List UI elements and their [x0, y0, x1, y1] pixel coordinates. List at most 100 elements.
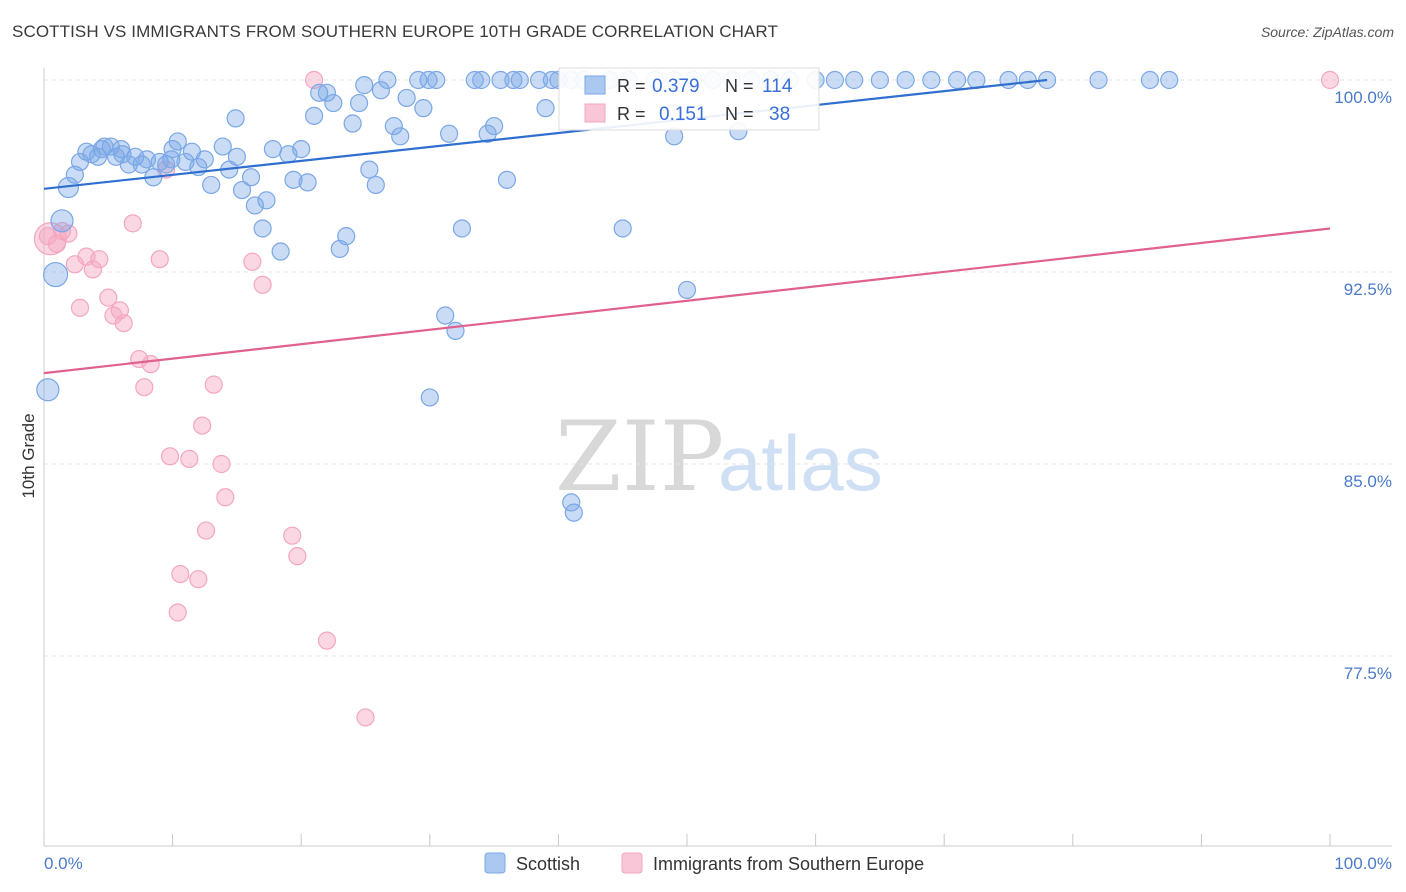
legend-label-scottish: Scottish	[516, 854, 580, 874]
stats-swatch-scottish	[584, 75, 606, 95]
point-scottish	[271, 242, 290, 261]
point-scottish	[112, 140, 131, 159]
stats-n-value-1: 114	[762, 76, 793, 97]
x-tick-label-max: 100.0%	[1334, 854, 1392, 873]
point-scottish	[304, 106, 324, 125]
point-southern-europe	[180, 449, 199, 468]
point-scottish	[366, 175, 385, 195]
point-scottish	[241, 168, 261, 187]
point-scottish	[409, 70, 428, 90]
point-scottish	[564, 503, 583, 522]
point-southern-europe	[288, 547, 307, 566]
legend-swatch-scottish	[484, 852, 506, 874]
point-scottish	[50, 209, 74, 233]
point-scottish	[613, 219, 632, 238]
point-southern-europe	[114, 314, 133, 333]
point-scottish	[298, 173, 317, 192]
point-scottish	[446, 321, 465, 340]
point-southern-europe	[189, 570, 208, 589]
point-southern-europe	[1320, 70, 1340, 90]
point-scottish	[263, 140, 283, 159]
y-axis-title: 10th Grade	[19, 413, 38, 498]
point-scottish	[420, 388, 439, 407]
x-ticks	[43, 834, 1331, 846]
point-scottish	[284, 170, 303, 189]
stats-r-label-1: R =	[617, 76, 646, 96]
point-southern-europe	[70, 298, 90, 317]
stats-r-value-2: 0.151	[659, 104, 707, 125]
point-scottish	[472, 70, 491, 90]
stats-n-value-2: 38	[769, 104, 790, 125]
point-scottish	[157, 155, 176, 174]
point-scottish	[292, 140, 311, 159]
point-scottish	[504, 70, 523, 90]
point-southern-europe	[123, 214, 142, 233]
y-tick-label: 92.5%	[1344, 280, 1392, 299]
point-scottish	[163, 140, 182, 159]
point-scottish	[999, 70, 1018, 90]
trendline-southern-europe	[43, 227, 1331, 375]
trendline-scottish	[43, 78, 1048, 190]
point-scottish	[213, 137, 232, 156]
point-southern-europe	[135, 378, 154, 397]
y-tick-label: 100.0%	[1334, 88, 1392, 107]
point-scottish	[226, 109, 245, 128]
stats-r-value-1: 0.379	[652, 76, 700, 97]
point-southern-europe	[216, 488, 235, 507]
point-scottish	[391, 127, 410, 146]
point-scottish	[355, 76, 374, 95]
watermark-atlas: atlas	[718, 419, 883, 507]
y-tick-label: 77.5%	[1344, 664, 1392, 683]
point-scottish	[465, 70, 484, 90]
point-scottish	[1018, 70, 1037, 90]
point-scottish	[439, 124, 459, 143]
point-southern-europe	[160, 447, 180, 466]
point-southern-europe	[141, 355, 160, 374]
point-southern-europe	[83, 260, 102, 279]
point-scottish	[1140, 70, 1160, 90]
point-scottish	[922, 70, 941, 90]
point-scottish	[349, 93, 369, 113]
x-tick-label-min: 0.0%	[44, 854, 83, 873]
stats-n-label-1: N =	[725, 76, 754, 96]
point-scottish	[371, 81, 391, 100]
point-scottish	[845, 70, 864, 90]
point-scottish	[397, 88, 416, 108]
point-southern-europe	[38, 227, 57, 246]
point-scottish	[510, 70, 529, 90]
point-scottish	[414, 99, 433, 118]
point-scottish	[491, 70, 510, 90]
point-southern-europe	[243, 252, 262, 271]
point-southern-europe	[212, 454, 231, 474]
point-scottish	[310, 83, 329, 102]
series-scottish-points	[36, 70, 1179, 522]
point-southern-europe	[196, 521, 216, 540]
point-scottish	[245, 196, 265, 215]
legend-label-southern-europe: Immigrants from Southern Europe	[653, 854, 924, 874]
point-scottish	[896, 70, 915, 90]
point-southern-europe	[356, 708, 375, 727]
stats-r-label-2: R =	[617, 104, 646, 124]
point-scottish	[452, 219, 472, 238]
point-scottish	[378, 70, 397, 90]
point-scottish	[253, 219, 272, 238]
bottom-legend: Scottish Immigrants from Southern Europe	[484, 852, 924, 874]
point-southern-europe	[90, 250, 109, 269]
point-scottish	[360, 160, 379, 179]
trendlines	[43, 78, 1331, 375]
point-southern-europe	[253, 275, 272, 294]
point-southern-europe	[168, 603, 187, 622]
point-scottish	[132, 155, 151, 174]
axes	[43, 68, 1392, 847]
point-scottish	[324, 93, 343, 113]
chart-title: SCOTTISH VS IMMIGRANTS FROM SOUTHERN EUR…	[12, 22, 778, 41]
point-southern-europe	[317, 631, 337, 650]
point-scottish	[317, 83, 337, 102]
point-southern-europe	[193, 416, 212, 435]
point-scottish	[36, 378, 60, 402]
legend-swatch-southern-europe	[621, 852, 643, 874]
point-scottish	[195, 150, 214, 169]
point-scottish	[1089, 70, 1108, 90]
point-scottish	[384, 116, 403, 136]
